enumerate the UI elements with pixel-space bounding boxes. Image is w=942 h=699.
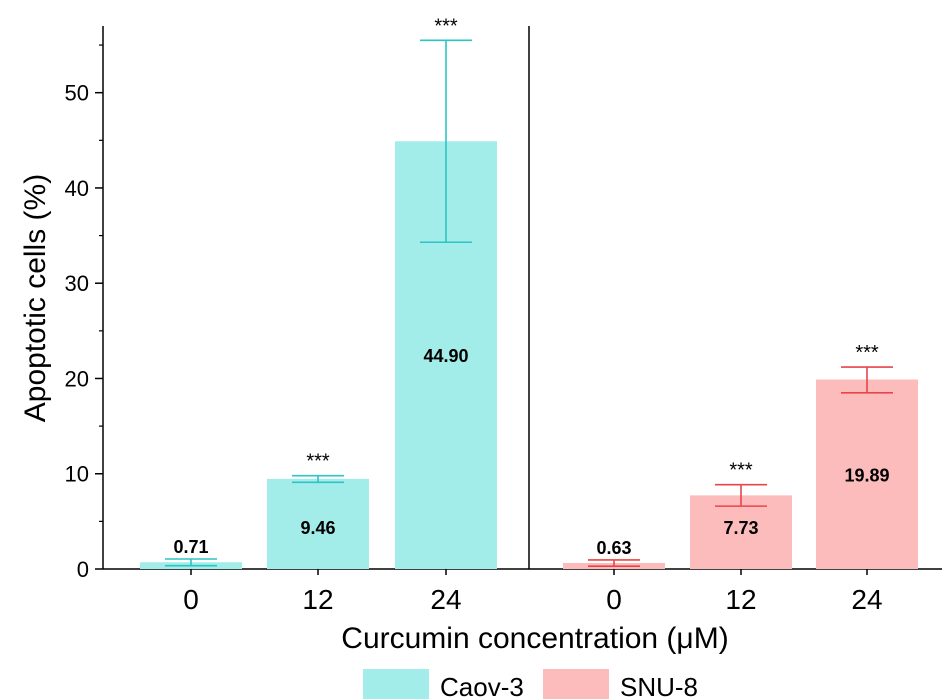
significance-label: *** [855,342,879,364]
y-tick-label: 30 [65,271,89,296]
legend-swatch [543,669,609,699]
legend-swatch [363,669,429,699]
legend-label: SNU-8 [620,672,698,699]
axes: 0 10 20 30 40 50 0 12 24 0 12 24 [65,26,942,615]
data-label: 0.71 [173,537,208,557]
y-tick-label: 0 [77,557,89,582]
data-label: 7.73 [723,518,758,538]
y-tick-label: 20 [65,366,89,391]
x-tick-label: 24 [851,584,882,615]
y-tick-label: 50 [65,81,89,106]
x-tick-label: 12 [725,584,756,615]
significance-label: *** [306,451,330,473]
x-tick-label: 24 [430,584,461,615]
error-bars [165,39,893,567]
bar [690,495,792,569]
significance-label: *** [729,460,753,482]
x-tick-label: 0 [606,584,622,615]
x-axis-title: Curcumin concentration (μM) [341,622,728,655]
bar [816,379,918,569]
y-tick-label: 40 [65,176,89,201]
y-tick-label: 10 [65,462,89,487]
y-axis-title: Apoptotic cells (%) [19,174,52,422]
bars [140,141,918,569]
data-label: 19.89 [844,465,889,485]
x-tick-label: 0 [183,584,199,615]
data-label: 0.63 [596,538,631,558]
data-label: 9.46 [300,518,335,538]
significance-label: *** [434,15,458,37]
data-labels: 0.71 9.46 *** 44.90 *** 0.63 7.73 *** 19.89 *** [173,15,889,558]
data-label: 44.90 [423,346,468,366]
bar [267,478,369,569]
x-tick-label: 12 [302,584,333,615]
legend: Caov-3 SNU-8 [363,669,698,699]
legend-label: Caov-3 [440,672,524,699]
